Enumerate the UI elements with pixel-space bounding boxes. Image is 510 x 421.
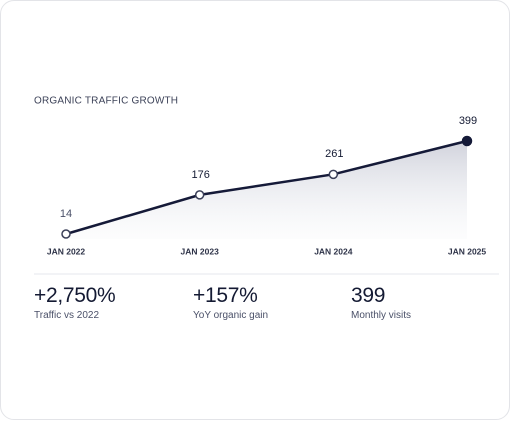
area [66, 141, 467, 239]
stat-label: Traffic vs 2022 [34, 310, 100, 321]
stat-label: Monthly visits [351, 310, 412, 321]
stat-value: +2,750% [34, 284, 116, 307]
stat-label: YoY organic gain [193, 310, 269, 321]
data-label: 176 [191, 169, 209, 181]
stat: +157% YoY organic gain [193, 284, 268, 323]
x-tick-label: JAN 2022 [47, 246, 86, 256]
data-label: 399 [459, 115, 477, 127]
chart-title: ORGANIC TRAFFIC GROWTH [34, 96, 178, 107]
data-label: 14 [60, 208, 72, 220]
point [61, 229, 71, 239]
data-label: 261 [325, 148, 343, 160]
point [328, 169, 339, 180]
point [194, 190, 205, 200]
stat: 399 Monthly visits [351, 284, 411, 323]
line [65, 139, 468, 236]
x-tick-label: JAN 2024 [314, 246, 353, 256]
stat-value: 399 [351, 284, 386, 307]
x-tick-label: JAN 2025 [448, 246, 487, 256]
stat-value: +157% [193, 284, 258, 307]
point [461, 135, 473, 147]
stat: +2,750% Traffic vs 2022 [34, 284, 116, 323]
x-tick-label: JAN 2023 [181, 246, 220, 256]
